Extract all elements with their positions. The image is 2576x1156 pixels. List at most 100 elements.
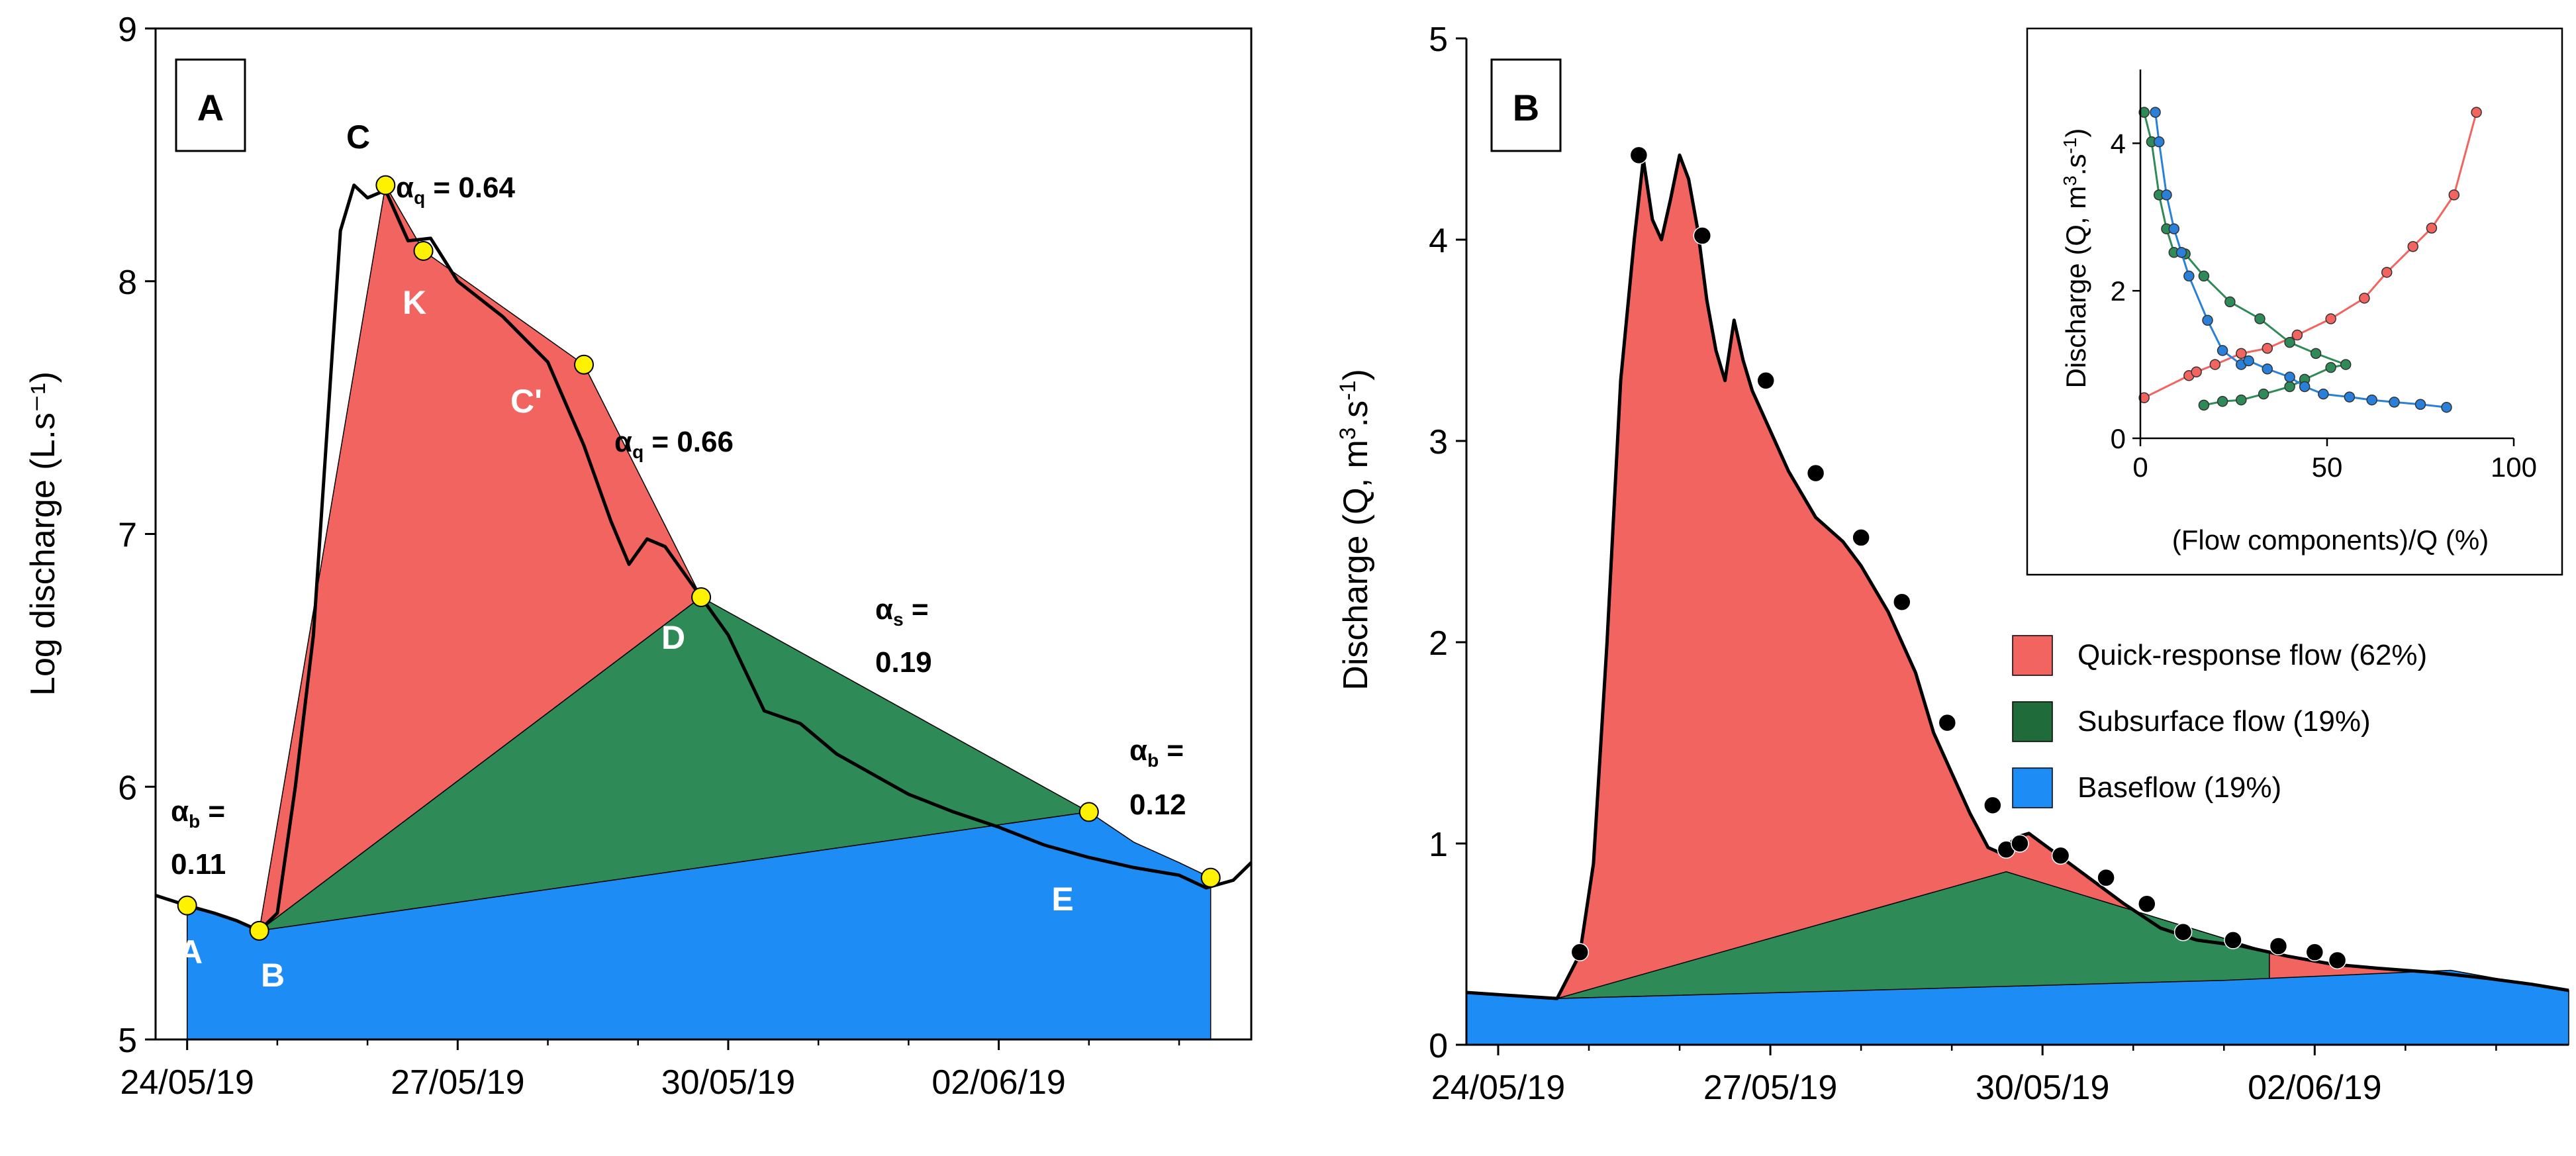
inset-point-subsurface (2310, 348, 2322, 360)
panel-b-ytick-label: 3 (1429, 423, 1448, 461)
inset-point-baseflow (2389, 397, 2400, 408)
inset-point-quick-response (2471, 107, 2482, 118)
inset-point-quick-response (2138, 392, 2150, 403)
panel-b-sample-point (1806, 463, 1825, 483)
inset-point-baseflow (2150, 107, 2161, 118)
legend-label-quick-response: Quick-response flow (62%) (2077, 639, 2427, 671)
panel-b-xtick-label: 02/06/19 (2248, 1069, 2381, 1107)
alpha-s-value: 0.19 (875, 646, 932, 679)
inset-point-quick-response (2236, 348, 2247, 360)
inset-point-baseflow (2153, 136, 2165, 148)
panel-a-title-box (175, 58, 246, 152)
inset-point-subsurface (2138, 107, 2150, 118)
inset-point-baseflow (2414, 399, 2426, 410)
panel-a-ticks: 5 6 7 8 9 24/05/19 27/05/19 30/05/19 02/06/19 (118, 11, 1180, 1102)
inset-point-subsurface (2325, 361, 2336, 373)
panel-b-title: B (1513, 87, 1539, 128)
panel-b: 0 1 2 3 4 5 24/05/19 27/05/19 30/05/19 02/06/19 B… (1335, 21, 2569, 1107)
inset-point-quick-response (2325, 313, 2336, 324)
panel-b-sample-point (2011, 834, 2029, 853)
point-label-d: D (661, 619, 685, 656)
panel-b-xtick-label: 30/05/19 (1976, 1069, 2109, 1107)
panel-b-sample-point (1852, 528, 1870, 547)
panel-b-sample-point (1629, 146, 1648, 165)
panel-a-hydrograph-line (155, 183, 1253, 933)
inset-point-baseflow (2299, 381, 2311, 393)
inset-point-baseflow (2161, 189, 2172, 201)
inset-xlabel: (Flow components)/Q (%) (2172, 524, 2489, 555)
panel-b-ylabel: Discharge (Q, m3.s-1) (1335, 369, 1375, 690)
panel-b-sample-point (1756, 371, 1775, 390)
panel-a-ytick-label: 8 (118, 264, 137, 302)
panel-a-xtick-label: 02/06/19 (931, 1063, 1065, 1102)
point-marker-d (691, 587, 712, 607)
point-marker-k (413, 240, 434, 261)
inset-point-subsurface (2236, 394, 2247, 406)
inset-xtick-label: 50 (2312, 452, 2343, 483)
inset-point-subsurface (2254, 313, 2266, 324)
inset-point-baseflow (2202, 314, 2213, 326)
point-marker-f (1200, 867, 1221, 888)
legend-label-subsurface: Subsurface flow (19%) (2077, 705, 2371, 738)
point-label-e: E (1051, 881, 1073, 918)
alpha-b1-annotation: αb = (171, 795, 225, 832)
panel-a-xtick-label: 30/05/19 (661, 1063, 795, 1102)
panel-b-sample-point (1983, 796, 2002, 814)
point-marker-c (375, 175, 396, 195)
point-label-c-prime: C' (510, 383, 542, 420)
panel-b-sample-point (2051, 846, 2070, 865)
panel-a-ytick-label: 7 (118, 516, 137, 555)
panel-b-sample-point (2097, 868, 2115, 887)
alpha-q2-annotation: αq = 0.66 (614, 426, 734, 462)
inset-point-subsurface (2198, 270, 2210, 282)
inset-ticks: 0 2 4 0 50 100 (2111, 128, 2537, 483)
panel-b-sample-point (1570, 943, 1590, 961)
inset-chart: 0 2 4 0 50 100 (Flow components)/Q (%) Discha… (2026, 27, 2563, 576)
inset-point-quick-response (2291, 329, 2303, 341)
inset-point-quick-response (2359, 293, 2370, 304)
inset-point-baseflow (2441, 401, 2452, 413)
point-label-b: B (261, 957, 285, 994)
inset-point-quick-response (2426, 222, 2438, 234)
inset-point-baseflow (2183, 270, 2195, 282)
inset-point-baseflow (2344, 391, 2356, 403)
legend-label-baseflow: Baseflow (19%) (2077, 771, 2281, 804)
inset-frame (2026, 27, 2563, 576)
inset-point-baseflow (2175, 247, 2187, 258)
legend-item-subsurface: Subsurface flow (19%) (2012, 701, 2371, 742)
point-marker-a (177, 895, 197, 916)
panel-b-sample-point (1938, 713, 1957, 732)
panel-a-plot-area (155, 175, 1253, 1040)
inset-point-subsurface (2198, 399, 2210, 411)
legend-item-quick-response: Quick-response flow (62%) (2012, 635, 2427, 676)
inset-xtick-label: 0 (2132, 452, 2148, 483)
inset-point-baseflow (2262, 363, 2273, 375)
legend: Quick-response flow (62%) Subsurface flo… (2012, 635, 2427, 808)
inset-point-quick-response (2407, 241, 2418, 252)
inset-point-baseflow (2243, 355, 2254, 367)
inset-point-quick-response (2381, 267, 2393, 278)
panel-a-title: A (197, 87, 224, 128)
panel-b-ticks: 0 1 2 3 4 5 24/05/19 27/05/19 30/05/19 02/06/19 (1429, 21, 2497, 1107)
alpha-q1-annotation: αq = 0.64 (396, 171, 515, 208)
point-label-k: K (403, 284, 426, 321)
inset-ytick-label: 4 (2111, 128, 2126, 159)
inset-ylabel: Discharge (Q, m3.s-1) (2060, 128, 2091, 389)
panel-b-ytick-label: 4 (1429, 222, 1448, 260)
panel-b-plot-area (1466, 146, 2569, 1045)
alpha-b2-value: 0.12 (1129, 789, 1186, 821)
panel-b-sample-point (1893, 593, 1911, 611)
panel-b-sample-point (1693, 226, 1712, 245)
panel-a-ytick-label: 6 (118, 769, 137, 807)
point-marker-c-prime (574, 354, 595, 375)
point-marker-e (1078, 802, 1099, 822)
legend-item-baseflow: Baseflow (19%) (2012, 767, 2281, 808)
inset-ytick-label: 0 (2111, 423, 2126, 454)
panel-b-area-quick-response (1466, 155, 2569, 1045)
alpha-b1-value: 0.11 (171, 848, 226, 881)
panel-b-sample-point (2138, 894, 2156, 913)
legend-swatch-quick-response (2012, 635, 2053, 676)
panel-b-ytick-label: 5 (1429, 21, 1448, 59)
